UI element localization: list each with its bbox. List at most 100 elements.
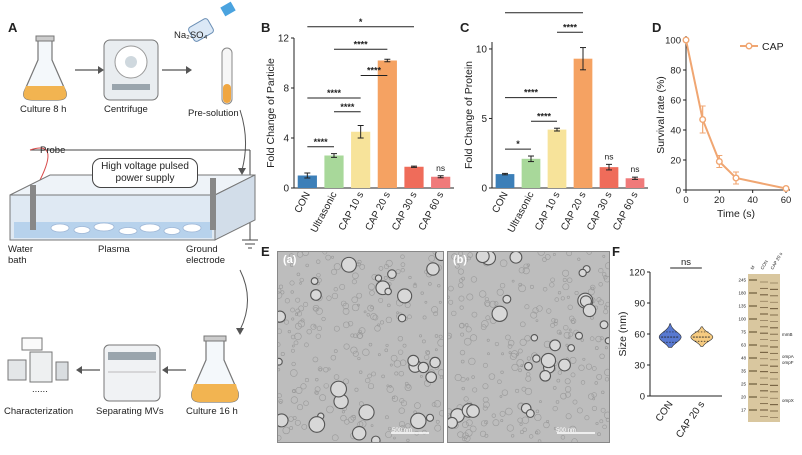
step-dots: ...... xyxy=(32,384,48,395)
vesicle xyxy=(574,331,584,340)
d-xlabel: Time (s) xyxy=(717,208,755,220)
vesicle xyxy=(426,262,440,276)
pre-solution-tube xyxy=(221,47,233,105)
panel-a-label: A xyxy=(8,20,18,35)
d-point xyxy=(682,36,690,44)
vesicle xyxy=(532,354,541,363)
b-ytick-label: 0 xyxy=(283,184,289,195)
b-ytick-label: 4 xyxy=(283,134,289,145)
vesicle xyxy=(491,305,508,322)
f-ylabel: Size (nm) xyxy=(617,312,629,357)
tem-label-b: (b) xyxy=(453,254,468,266)
scalebar-a: 500 nm xyxy=(392,428,413,434)
vesicle xyxy=(599,320,609,330)
gel-marker-label: 100 xyxy=(738,317,746,322)
f-violin xyxy=(658,323,682,348)
ground-electrode-rod xyxy=(210,178,216,230)
c-bar xyxy=(625,178,645,188)
step-culture-16h: Culture 16 h xyxy=(186,406,238,417)
b-category-label: CON xyxy=(293,190,313,215)
gel-band-label: ompF xyxy=(782,360,794,365)
label-water-bath: Water bath xyxy=(8,244,33,266)
d-point xyxy=(782,184,790,192)
vesicle xyxy=(567,344,576,352)
b-category-label: CAP 30 s xyxy=(390,190,419,232)
d-ytick-label: 40 xyxy=(670,126,681,137)
vesicle xyxy=(425,413,435,422)
vesicle xyxy=(410,412,427,430)
centrifuge-device xyxy=(103,39,159,101)
vesicle xyxy=(549,339,561,352)
b-bar xyxy=(324,155,344,188)
panel-e-label: E xyxy=(261,244,270,259)
f-category-label: CON xyxy=(654,399,676,424)
b-significance-label: **** xyxy=(327,88,342,98)
panel-c-label: C xyxy=(460,20,470,35)
vesicle xyxy=(308,416,326,433)
vesicle xyxy=(539,369,552,382)
vesicle xyxy=(448,416,458,429)
d-ytick-label: 80 xyxy=(670,66,681,77)
gel-lane-label: CAP 20 s xyxy=(770,251,784,271)
gel-band-label: ompX xyxy=(782,398,794,403)
vesicle xyxy=(358,404,375,421)
d-series-line xyxy=(685,39,787,190)
vesicle xyxy=(540,352,557,369)
f-significance-label: ns xyxy=(681,257,691,268)
scalebar-b: 500 nm xyxy=(556,428,577,434)
d-ytick-label: 20 xyxy=(670,156,681,167)
vesicle xyxy=(374,274,383,282)
vesicle xyxy=(310,277,319,285)
vesicle xyxy=(524,361,533,371)
d-ylabel: Survival rate (%) xyxy=(655,76,667,154)
d-xtick-label: 0 xyxy=(683,195,688,206)
vesicle xyxy=(407,354,420,367)
vesicle xyxy=(466,404,480,418)
panel-f-label: F xyxy=(612,244,620,259)
d-legend-marker xyxy=(745,42,753,50)
c-bar xyxy=(521,158,541,188)
vesicle xyxy=(582,303,597,318)
b-ytick-label: 8 xyxy=(283,84,289,95)
gel-band-label: ompA xyxy=(782,354,794,359)
d-xtick-label: 60 xyxy=(781,195,792,206)
d-legend-label: CAP xyxy=(762,41,784,53)
c-significance-label: **** xyxy=(524,88,539,98)
b-significance-label: **** xyxy=(314,137,329,147)
tem-image-b: (b) 500 nm xyxy=(447,251,610,443)
vesicle xyxy=(558,358,571,372)
b-ns-label: ns xyxy=(436,163,445,173)
c-bar xyxy=(547,129,567,188)
c-bar xyxy=(495,174,515,188)
c-category-label: CAP 60 s xyxy=(611,190,640,232)
vesicle xyxy=(351,426,367,441)
plasma-bubbles xyxy=(50,222,202,235)
d-xtick-label: 40 xyxy=(747,195,758,206)
b-category-label: Ultrasonic xyxy=(309,190,340,234)
flask-culture-8h xyxy=(23,35,67,101)
step-reagent: Na₂SO₄ xyxy=(174,30,208,41)
c-category-label: CAP 20 s xyxy=(559,190,588,232)
gel-lane-label: M xyxy=(750,265,756,271)
vesicle xyxy=(310,289,322,301)
vesicle xyxy=(578,268,587,278)
step-separating-mvs: Separating MVs xyxy=(96,406,164,417)
d-point xyxy=(699,115,707,123)
tem-image-a: (a) 500 nm xyxy=(277,251,444,443)
c-ns-label: ns xyxy=(605,151,614,161)
gel-marker-label: 180 xyxy=(738,291,746,296)
gel-marker-label: 17 xyxy=(741,408,747,413)
label-ground-electrode: Ground electrode xyxy=(186,244,226,266)
gel-marker-label: 245 xyxy=(738,278,746,283)
vesicle xyxy=(525,409,535,418)
f-violin xyxy=(690,326,714,347)
c-category-label: CAP 10 s xyxy=(533,190,562,232)
b-significance-label: **** xyxy=(367,66,382,76)
b-significance-label: **** xyxy=(354,39,369,49)
b-bar xyxy=(351,131,371,188)
step-characterization: Characterization xyxy=(4,406,74,417)
vesicle xyxy=(417,361,430,374)
d-ytick-label: 60 xyxy=(670,96,681,107)
gel-marker-label: 48 xyxy=(741,356,747,361)
d-xtick-label: 20 xyxy=(714,195,725,206)
